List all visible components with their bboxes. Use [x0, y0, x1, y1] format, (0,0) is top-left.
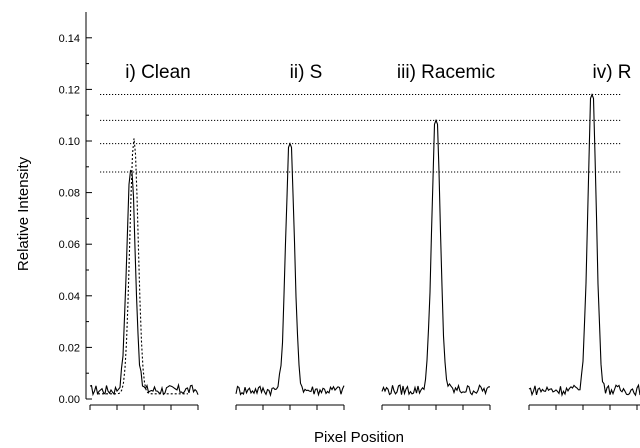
reference-lines	[100, 94, 621, 173]
panel-label-1: i) Clean	[125, 62, 190, 83]
trace-panel-1-overlay	[98, 138, 188, 395]
traces	[89, 93, 640, 398]
y-tick-label: 0.14	[59, 33, 80, 45]
panel-label-3: iii) Racemic	[397, 62, 495, 83]
y-tick-label: 0.06	[59, 239, 80, 251]
y-ticks: 0.00 0.02 0.04 0.06 0.08 0.10 0.12 0.14	[59, 33, 92, 406]
y-tick-label: 0.10	[59, 136, 80, 148]
y-tick-label: 0.08	[59, 188, 80, 200]
trace-panel-4	[528, 93, 640, 397]
y-tick-label: 0.02	[59, 342, 80, 354]
x-ticks	[89, 404, 640, 410]
x-axis-title: Pixel Position	[314, 429, 404, 446]
trace-panel-1	[89, 169, 199, 397]
y-tick-label: 0.00	[59, 394, 80, 406]
panel-labels: i) Clean ii) S iii) Racemic iv) R	[125, 62, 631, 83]
trace-panel-2	[235, 142, 345, 398]
y-axis-title: Relative Intensity	[15, 156, 32, 271]
y-tick-label: 0.04	[59, 291, 80, 303]
panel-label-2: ii) S	[290, 62, 323, 83]
trace-panel-3	[381, 118, 491, 396]
panel-label-4: iv) R	[592, 62, 631, 83]
y-tick-label: 0.12	[59, 84, 80, 96]
